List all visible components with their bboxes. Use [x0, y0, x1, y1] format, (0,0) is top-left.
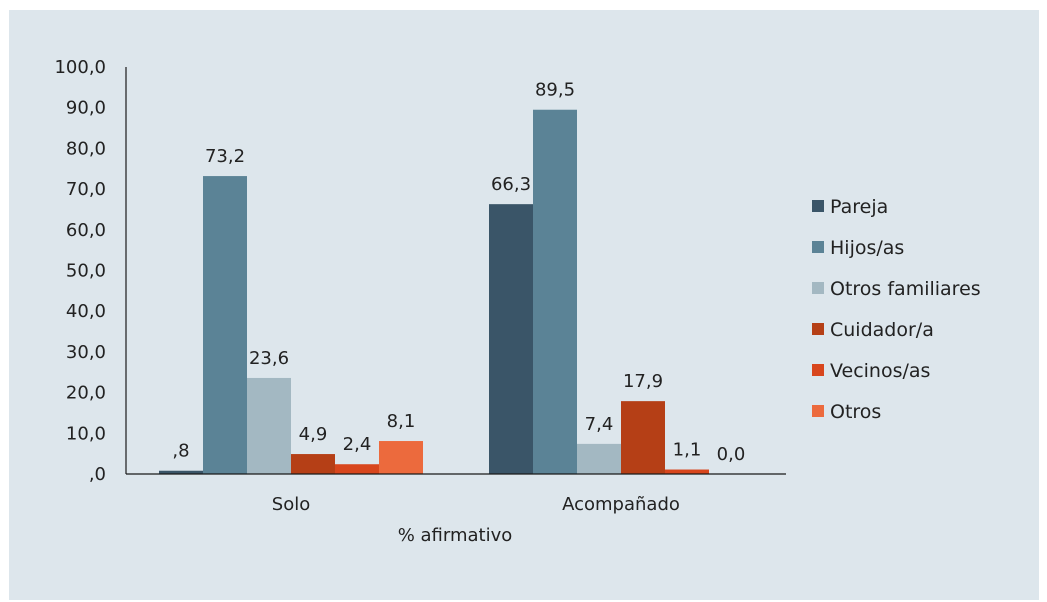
bar — [533, 109, 577, 475]
y-tick-label: 20,0 — [66, 383, 106, 404]
bars: ,8 73,2 23,6 4,9 2,4 8,1 66,3 89,5 7,4 17,9 1,1 0,0 — [159, 80, 746, 475]
legend-item-label[interactable]: Pareja — [830, 196, 888, 218]
legend-item-label[interactable]: Otros familiares — [830, 278, 981, 300]
bar — [489, 204, 533, 474]
data-label: 4,9 — [299, 424, 328, 445]
legend-swatch — [812, 405, 824, 417]
x-category-label: Acompañado — [562, 494, 680, 515]
legend-item-label[interactable]: Hijos/as — [830, 237, 904, 259]
y-tick-label: 50,0 — [66, 261, 106, 282]
data-label: 89,5 — [535, 80, 575, 101]
legend-swatch — [812, 200, 824, 212]
legend-item-label[interactable]: Cuidador/a — [830, 319, 934, 341]
legend-item-label[interactable]: Otros — [830, 401, 881, 423]
data-label: 73,2 — [205, 146, 245, 167]
y-tick-label: 40,0 — [66, 301, 106, 322]
bar — [247, 377, 291, 474]
legend-swatch — [812, 364, 824, 376]
legend[interactable]: Pareja Hijos/as Otros familiares Cuidador/a… — [812, 196, 981, 423]
bar — [379, 441, 423, 474]
x-axis: Solo Acompañado — [126, 473, 786, 515]
y-tick-label: 10,0 — [66, 423, 106, 444]
data-label: 8,1 — [387, 411, 416, 432]
y-tick-label: 80,0 — [66, 138, 106, 159]
y-tick-label: ,0 — [89, 464, 106, 485]
y-tick-label: 30,0 — [66, 342, 106, 363]
bar — [159, 470, 203, 474]
bar — [335, 464, 379, 474]
y-axis: ,0 10,0 20,0 30,0 40,0 50,0 60,0 70,0 80,0 90,0 10… — [54, 57, 127, 485]
legend-item-label[interactable]: Vecinos/as — [830, 360, 930, 382]
bar — [203, 176, 247, 475]
data-label: 7,4 — [585, 414, 614, 435]
bar — [621, 401, 665, 474]
y-tick-label: 60,0 — [66, 220, 106, 241]
x-category-label: Solo — [272, 494, 310, 515]
data-label: 17,9 — [623, 371, 663, 392]
legend-swatch — [812, 241, 824, 253]
data-label: ,8 — [172, 441, 189, 462]
data-label: 23,6 — [249, 348, 289, 369]
legend-swatch — [812, 282, 824, 294]
data-label: 0,0 — [717, 444, 746, 465]
y-tick-label: 100,0 — [54, 57, 106, 78]
bar — [577, 443, 621, 474]
x-axis-title: % afirmativo — [398, 525, 513, 546]
y-tick-label: 90,0 — [66, 98, 106, 119]
y-tick-label: 70,0 — [66, 179, 106, 200]
data-label: 1,1 — [673, 440, 702, 461]
bar — [291, 454, 335, 474]
legend-swatch — [812, 323, 824, 335]
bar — [665, 469, 709, 474]
data-label: 66,3 — [491, 174, 531, 195]
data-label: 2,4 — [343, 434, 372, 455]
